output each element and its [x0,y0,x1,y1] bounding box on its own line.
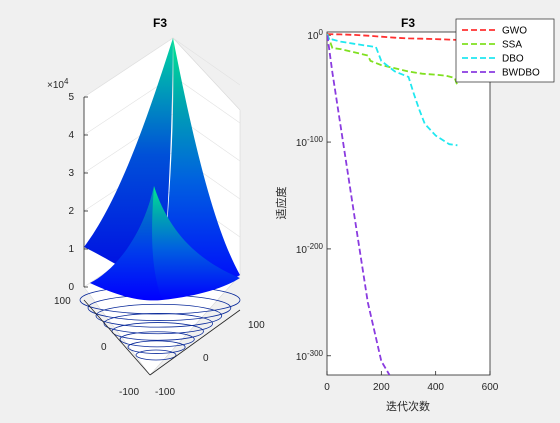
x-tick-label: 200 [373,382,390,393]
surface-right-face [162,38,240,298]
series-lines [327,33,463,375]
y-tick-label: 10-200 [296,242,324,256]
z-gridline [83,37,174,98]
x-tick-label: 0 [101,342,107,353]
legend-label: SSA [502,40,522,51]
series-line-bwdbo [327,35,391,375]
z-tick-label: 2 [68,206,74,217]
y-tick-label: 0 [203,353,209,364]
y-tick-label: 10-300 [296,349,324,363]
surface-front-ridge-shade [90,186,162,301]
legend-label: GWO [502,26,527,37]
y-tick-label: 10-100 [296,135,324,149]
z-tick-label: 0 [68,282,74,293]
surface-mesh [84,38,240,301]
legend: GWO SSA DBO BWDBO [455,18,555,83]
x-tick-label: 600 [482,382,499,393]
z-tick-label: 4 [68,130,74,141]
y-tick-label: -100 [155,387,175,398]
series-line-dbo [327,33,458,147]
line-chart-title: F3 [401,16,415,30]
z-exponent-label: ×104 [47,77,69,91]
x-tick-label: 0 [324,382,330,393]
y-axis-label: 适应度 [274,187,288,220]
contour-line [119,331,195,348]
series-line-gwo [327,33,463,41]
z-gridline [172,37,241,86]
z-tick-labels: 0 1 2 3 4 5 [68,92,88,293]
y-tick-label: 100 [307,28,323,42]
plot-area [326,31,491,376]
contour-line [95,303,223,328]
surface-front-ridge [90,186,240,301]
x-axis-label: 迭代次数 [386,399,430,413]
x-axis [83,299,151,376]
z-tick-label: 3 [68,168,74,179]
z-tick-label: 1 [68,244,74,255]
contour-line [103,313,213,335]
x-axis-ticks: 0 200 400 600 [324,371,499,393]
y-axis [149,309,241,376]
z-gridline [172,75,241,124]
legend-label: BWDBO [502,68,540,79]
contour-line [127,340,186,354]
legend-label: DBO [502,54,524,65]
contour-line [135,349,177,361]
convergence-panel: F3 100 10-100 10-200 10-300 0 200 400 600 迭代次数… [274,16,555,413]
x-tick-label: 400 [427,382,444,393]
surface-title: F3 [153,16,167,30]
y-tick-label: 100 [248,320,265,331]
surface-panel: F3 0 1 2 3 4 5 ×104 100 0 -100 -100 0 100 [47,16,265,398]
y-axis-ticks: 100 10-100 10-200 10-300 [296,28,331,363]
z-tick-label: 5 [68,92,74,103]
x-tick-label: -100 [119,387,139,398]
x-tick-label: 100 [54,296,71,307]
